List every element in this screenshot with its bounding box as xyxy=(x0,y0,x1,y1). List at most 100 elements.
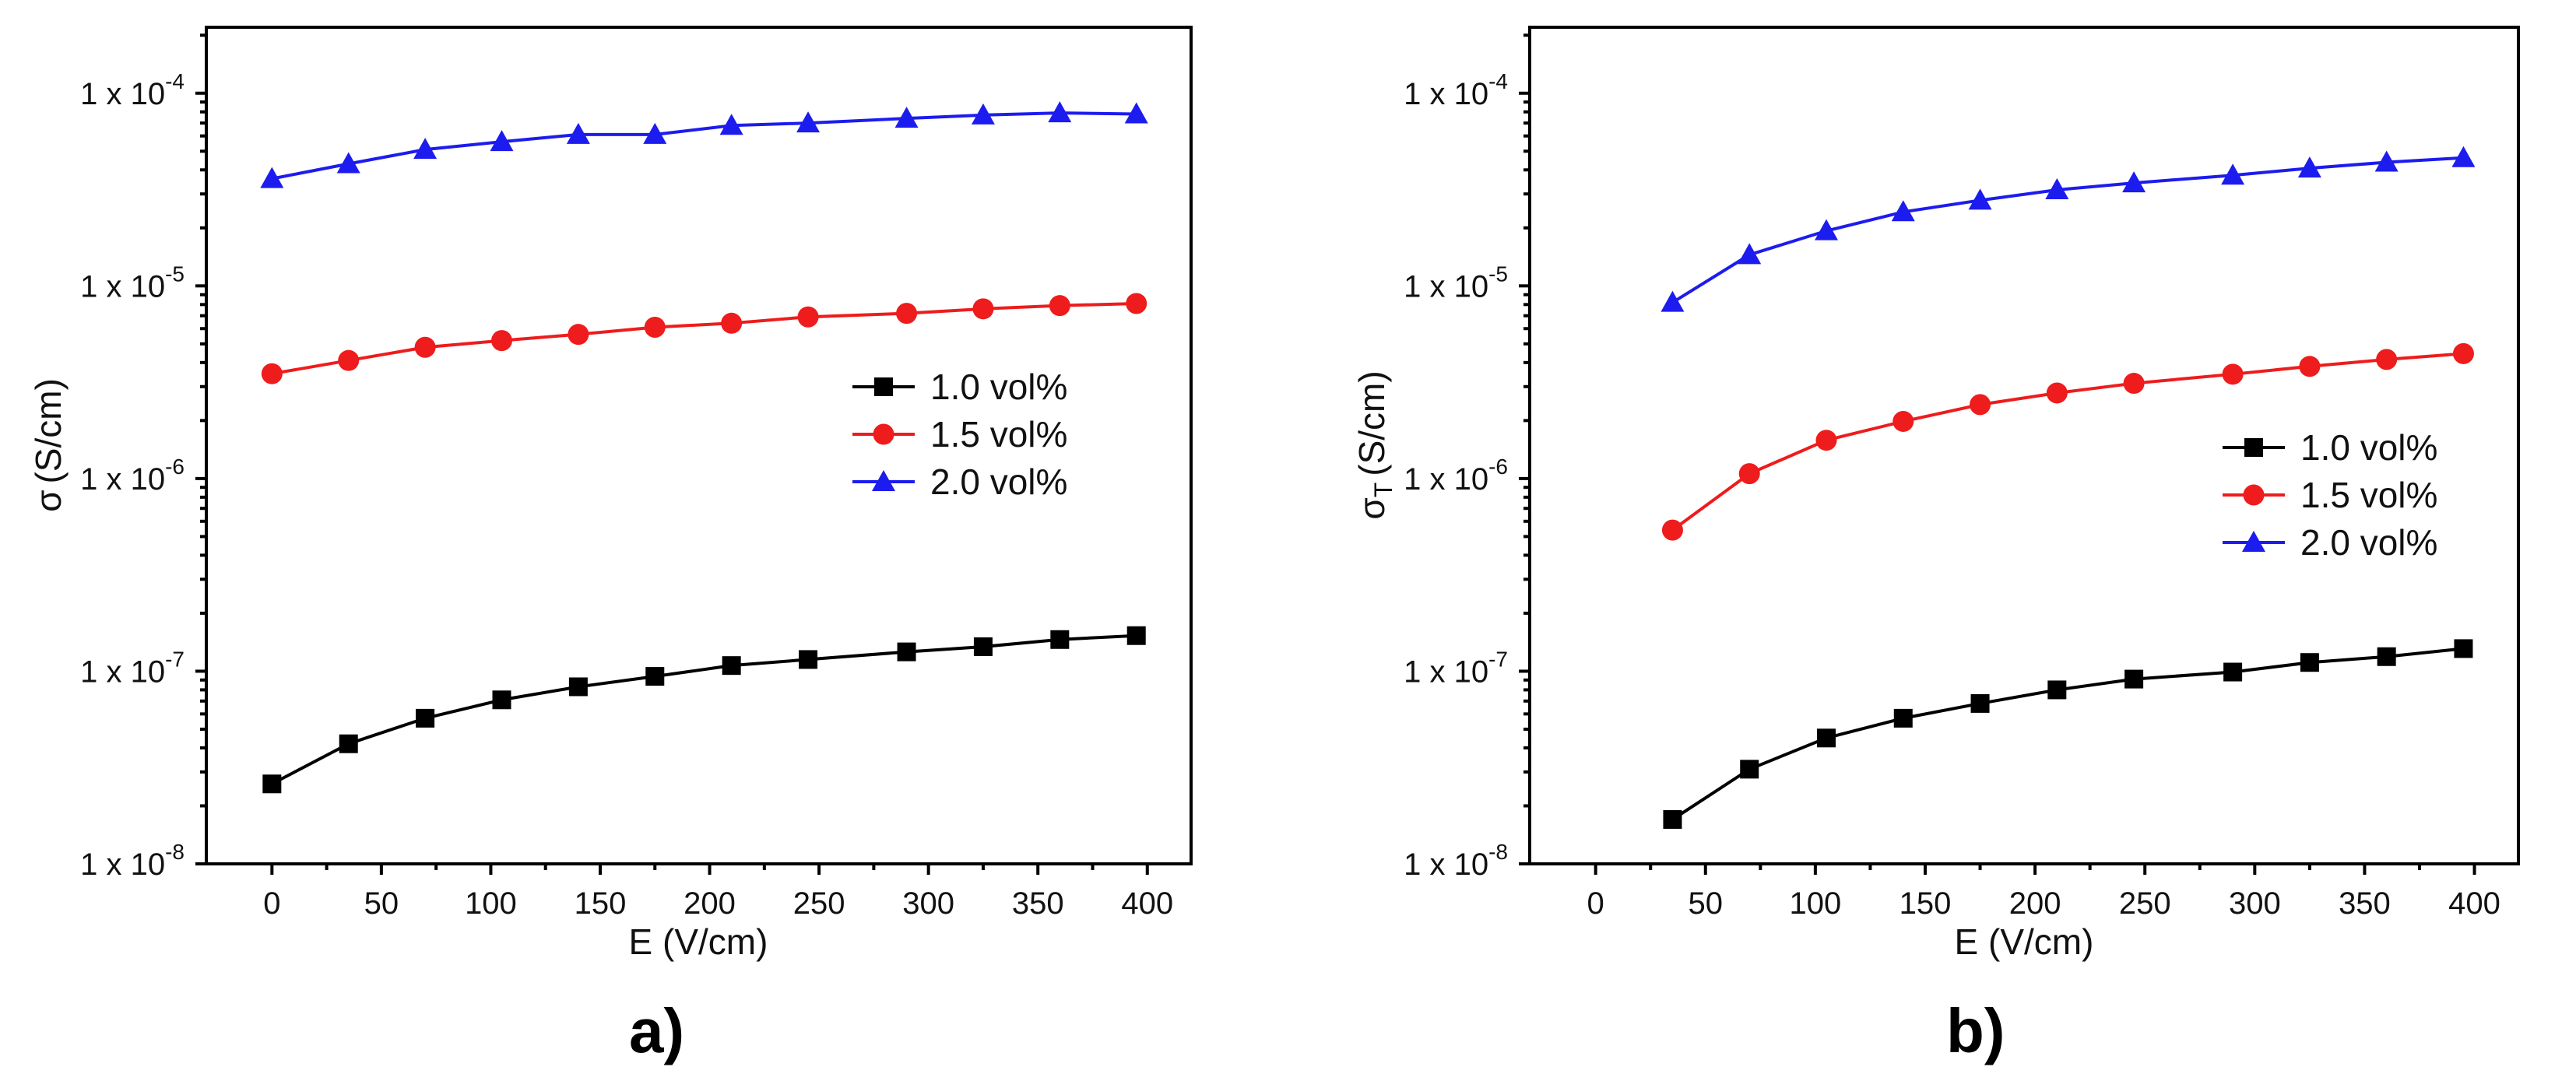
data-point xyxy=(1124,102,1148,124)
data-point xyxy=(1661,519,1683,541)
series-1-0-vol xyxy=(262,626,1146,794)
legend-label: 2.0 vol% xyxy=(930,462,1067,502)
x-tick-label: 350 xyxy=(1012,886,1064,921)
y-tick-label: 1 x 10-8 xyxy=(1404,840,1508,882)
data-point xyxy=(1970,394,1991,416)
series-2-0-vol xyxy=(1661,146,2476,312)
legend-marker xyxy=(2242,531,2265,552)
data-point xyxy=(2376,349,2398,370)
legend-marker xyxy=(2243,484,2265,506)
data-point xyxy=(2223,662,2243,682)
x-tick-label: 250 xyxy=(2119,886,2171,921)
data-point xyxy=(1050,630,1070,649)
x-tick-label: 400 xyxy=(1121,886,1173,921)
plot-frame xyxy=(205,26,1193,865)
data-point xyxy=(1738,243,1762,265)
data-point xyxy=(1126,626,1146,645)
x-tick-label: 200 xyxy=(2009,886,2061,921)
panel-label-a: a) xyxy=(629,996,684,1065)
y-axis: 1 x 10-8 1 x 10-7 1 x 10-6 1 x 10-5 1 x 10-4 xyxy=(1404,33,1530,882)
y-tick-label: 1 x 10-4 xyxy=(80,69,185,111)
x-tick-label: 100 xyxy=(1790,886,1842,921)
data-point xyxy=(2452,342,2474,364)
legend-label: 2.0 vol% xyxy=(2300,522,2437,563)
data-point xyxy=(896,303,918,325)
legend-item: 2.0 vol% xyxy=(2223,522,2437,563)
panel-label-b: b) xyxy=(1946,996,2005,1065)
data-point xyxy=(1740,760,1759,779)
x-tick-label: 150 xyxy=(1899,886,1952,921)
x-tick-label: 250 xyxy=(793,886,845,921)
y-tick-label: 1 x 10-7 xyxy=(1404,647,1508,689)
data-point xyxy=(1970,693,1990,713)
data-point xyxy=(1968,188,1992,210)
data-point xyxy=(2297,156,2321,178)
data-point xyxy=(1892,410,1914,432)
data-point xyxy=(568,677,588,697)
series-1-5-vol xyxy=(261,293,1147,384)
data-point xyxy=(1048,101,1072,123)
plot-frame xyxy=(1528,26,2520,865)
data-point xyxy=(797,306,819,328)
legend-label: 1.0 vol% xyxy=(930,367,1067,407)
data-point xyxy=(722,656,741,676)
data-point xyxy=(1738,463,1760,485)
data-point xyxy=(972,298,994,320)
data-point xyxy=(262,774,282,794)
data-point xyxy=(2454,639,2473,658)
data-point xyxy=(492,690,511,710)
series-2-0-vol xyxy=(260,101,1148,188)
y-axis-title: σ(S/cm) xyxy=(28,378,69,512)
legend-label: 1.0 vol% xyxy=(2300,427,2437,468)
legend-item: 1.5 vol% xyxy=(2223,475,2437,515)
data-point xyxy=(1815,219,1838,240)
x-tick-label: 50 xyxy=(1689,886,1724,921)
data-point xyxy=(2221,163,2245,185)
data-point xyxy=(1815,430,1837,451)
data-point xyxy=(1817,728,1836,748)
data-point xyxy=(644,316,666,338)
data-point xyxy=(2377,647,2396,666)
data-point xyxy=(2045,177,2069,199)
series-line xyxy=(271,111,1137,181)
data-point xyxy=(1663,809,1682,829)
legend-marker xyxy=(2244,438,2263,457)
x-tick-label: 0 xyxy=(1587,886,1604,921)
data-point xyxy=(2222,363,2244,385)
chart-panel-a: 0 50 100 150 200 250 300 350 400 1 x 10-81 x 10-… xyxy=(28,26,1193,1065)
legend-item: 1.0 vol% xyxy=(2223,427,2437,468)
x-tick-label: 400 xyxy=(2448,886,2500,921)
chart-panel-b: 0 50 100 150 200 250 300 350 400 1 x 10-81 x 10-… xyxy=(1351,26,2520,1065)
data-point xyxy=(336,152,360,174)
data-point xyxy=(894,107,919,128)
data-point xyxy=(2374,150,2399,172)
data-point xyxy=(1661,290,1685,312)
x-tick-label: 150 xyxy=(575,886,627,921)
y-tick-label: 1 x 10-5 xyxy=(1404,261,1508,304)
data-point xyxy=(719,114,743,135)
legend-item: 2.0 vol% xyxy=(852,462,1067,502)
x-tick-label: 100 xyxy=(465,886,517,921)
x-tick-label: 300 xyxy=(2229,886,2281,921)
data-point xyxy=(2299,356,2321,377)
x-axis: 0 50 100 150 200 250 300 350 400 xyxy=(263,864,1173,921)
data-point xyxy=(897,642,916,662)
data-point xyxy=(2122,171,2146,193)
data-point xyxy=(568,324,589,346)
legend-marker xyxy=(874,377,893,396)
y-axis: 1 x 10-8 1 x 10-7 1 x 10-6 1 x 10-5 1 x 10-4 xyxy=(80,33,206,882)
data-point xyxy=(414,336,436,358)
data-point xyxy=(339,734,358,753)
data-point xyxy=(1126,293,1147,314)
data-point xyxy=(2300,653,2319,672)
x-tick-label: 300 xyxy=(902,886,954,921)
series-1-5-vol xyxy=(1661,342,2474,541)
data-point xyxy=(566,122,590,144)
data-point xyxy=(796,111,821,133)
x-axis-title: E (V/cm) xyxy=(1955,921,2094,962)
data-point xyxy=(645,667,665,686)
x-tick-label: 0 xyxy=(263,886,280,921)
legend-item: 1.5 vol% xyxy=(852,414,1067,455)
y-tick-label: 1 x 10-4 xyxy=(1404,69,1508,111)
